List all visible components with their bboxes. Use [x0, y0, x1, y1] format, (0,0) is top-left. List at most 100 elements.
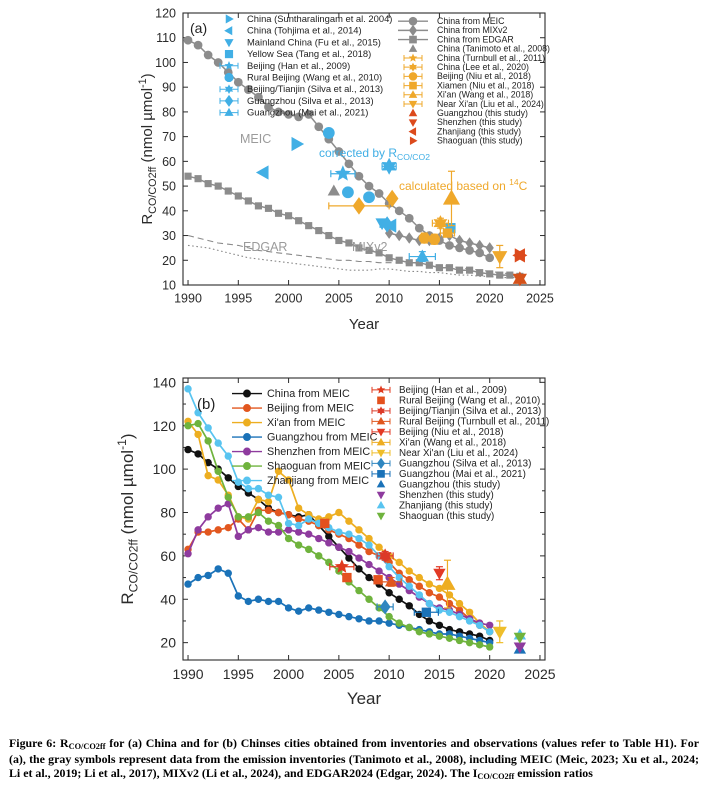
legend-entry-china-from-edgar: China from EDGAR: [398, 34, 514, 44]
y-tick-label: 80: [162, 105, 176, 119]
x-tick-label: 2015: [426, 292, 454, 306]
legend-entry-china-turnbull-et-al-2011: China (Turnbull et al., 2011): [403, 53, 545, 63]
legend-label: Zhanjiang from MEIC: [267, 475, 369, 487]
obs-rural-beijing-wang-et-al-2010: [322, 127, 375, 204]
obs-beijing-han-et-al-2009: [330, 165, 356, 181]
legend-entry-beijing-han-et-al-2009: Beijing (Han et al., 2009): [371, 385, 507, 396]
legend-label: China from EDGAR: [437, 34, 514, 44]
legend-label: Rural Beijing (Wang et al., 2010): [247, 72, 382, 83]
legend-label: Xi'an (Wang et al., 2018): [399, 438, 506, 449]
legend-a-left: China (Suntharalingam et al. 2004)China …: [219, 13, 392, 118]
legend-entry-zhanjiang-from-meic: Zhanjiang from MEIC: [232, 475, 369, 487]
legend-entry-shaoguan-this-study: Shaoguan (this study): [376, 511, 494, 522]
legend-label: Mainland China (Fu et al., 2015): [247, 36, 381, 47]
legend-label: Beijing (Han et al., 2009): [399, 385, 507, 396]
axes-box-a: [182, 12, 546, 286]
legend-label: Xi'an (Wang et al., 2018): [437, 90, 533, 100]
legend-label: China from MEIC: [437, 16, 505, 26]
legend-label: Zhanjiang (this study): [437, 126, 521, 136]
caption-segment: CO/CO2ff: [68, 742, 106, 751]
y-tick-label: 20: [162, 254, 176, 268]
legend-label: Guangzhou (Silva et al., 2013): [247, 95, 374, 106]
y-tick-label: 90: [162, 81, 176, 95]
caption-segment: CO/CO2ff: [477, 771, 515, 781]
x-tick-label: 2025: [526, 292, 554, 306]
obs-beijing-han-et-al-2009: [329, 559, 355, 573]
x-tick-label: 1990: [172, 666, 203, 682]
x-tick-label: 1995: [223, 666, 254, 682]
y-tick-label: 20: [160, 635, 176, 651]
obs-xi-an-wang-et-al-2018: [442, 170, 461, 227]
obs-shenzhen-this-study: [512, 273, 527, 287]
y-axis-label-a: RCO/CO2ff (nmol µmol-1): [137, 73, 159, 224]
figure-charts: 1990 1995 2000 2005 2010 2015 2020 2025 10 20 30 40…: [115, 7, 556, 709]
legend-label: Shenzhen from MEIC: [267, 446, 370, 458]
legend-entry-china-lee-et-al-2020: China (Lee et al., 2020): [403, 62, 529, 72]
legend-label: Guangzhou (this study): [399, 480, 500, 491]
legend-entry-beijing-from-meic: Beijing from MEIC: [232, 403, 354, 415]
obs-guangzhou-mai-et-al-2021: [413, 607, 440, 617]
legend-label: Shaoguan (this study): [399, 511, 494, 522]
legend-entry-china-tohjima-et-al-2014: China (Tohjima et al., 2014): [224, 25, 362, 36]
y-axis-label-b: RCO/CO2ff (nmol µmol-1): [115, 433, 140, 604]
x-tick-label: 2010: [374, 666, 405, 682]
legend-label: Rural Beijing (Turnbull et al., 2011): [399, 417, 549, 428]
y-tick-label: 40: [162, 204, 176, 218]
annotation: corrected by RCO/CO2: [319, 146, 430, 162]
legend-label: Beijing from MEIC: [267, 403, 354, 415]
x-tick-label: 1990: [174, 292, 202, 306]
y-tick-label: 110: [156, 31, 176, 45]
x-tick-label: 2025: [524, 666, 555, 682]
series-unlabeled-dotted-inventory-line: [187, 244, 520, 279]
legend-label: Yellow Sea (Tang et al., 2018): [247, 48, 371, 59]
obs-beijing-tianjin-silva-et-al-2013: [376, 548, 394, 564]
legend-label: Guangzhou (Mai et al., 2021): [247, 107, 368, 118]
caption-segment: emission ratios: [514, 765, 593, 780]
x-axis-label-b: Year: [347, 689, 382, 708]
legend-b-left: China from MEIC Beijing from MEIC Xi'an fr…: [232, 388, 378, 487]
obs-china-suntharalingam-et-al-2004: [291, 136, 305, 152]
legend-label: Guangzhou (Mai et al., 2021): [399, 469, 526, 480]
axes-box-b: [182, 377, 546, 661]
legend-label: Xiamen (Niu et al., 2018): [437, 80, 534, 90]
legend-label: Guangzhou from MEIC: [267, 432, 378, 444]
obs-shaoguan-this-study: [513, 632, 527, 644]
legend-label: Guangzhou (this study): [437, 108, 528, 118]
obs-xi-an-wang-et-al-2018: [439, 559, 456, 609]
obs-shenzhen-this-study: [513, 642, 527, 654]
legend-entry-shenzhen-this-study: Shenzhen (this study): [376, 490, 494, 501]
legend-entry-shenzhen-from-meic: Shenzhen from MEIC: [232, 446, 370, 458]
legend-label: China (Tohjima et al., 2014): [247, 25, 362, 36]
legend-entry-china-from-meic: China from MEIC: [232, 388, 350, 400]
y-tick-label: 70: [162, 130, 176, 144]
legend-entry-guangzhou-this-study: Guangzhou (this study): [408, 108, 528, 118]
obs-near-xi-an-liu-et-al-2024: [492, 244, 508, 269]
y-tick-label: 100: [155, 56, 176, 70]
legend-label: China (Suntharalingam et al. 2004): [247, 13, 392, 24]
legend-entry-guangzhou-from-meic: Guangzhou from MEIC: [232, 432, 378, 444]
x-tick-label: 2000: [273, 666, 304, 682]
y-tick-label: 120: [155, 7, 176, 21]
legend-label: Shenzhen (this study): [437, 117, 522, 127]
y-tick-label: 60: [160, 548, 176, 564]
y-tick-label: 60: [162, 155, 176, 169]
legend-entry-china-from-mixv2: China from MIXv2: [398, 24, 508, 37]
x-tick-label: 2010: [375, 292, 403, 306]
annotation: calculated based on 14C: [399, 177, 528, 193]
legend-entry-near-xi-an-liu-et-al-2024: Near Xi'an (Liu et al., 2024): [371, 448, 518, 459]
figure-caption: Figure 6: RCO/CO2ff for (a) China and fo…: [0, 734, 708, 783]
tick-labels-a: 1990 1995 2000 2005 2010 2015 2020 2025 10 20 30 40…: [155, 7, 554, 306]
legend-entry-beijing-tianjin-silva-et-al-2013: Beijing/Tianjin (Silva et al., 2013): [219, 83, 383, 94]
legend-label: Beijing (Han et al., 2009): [247, 60, 350, 71]
y-tick-label: 40: [160, 591, 176, 607]
x-tick-label: 2015: [424, 666, 455, 682]
legend-entry-guangzhou-mai-et-al-2021: Guangzhou (Mai et al., 2021): [371, 469, 526, 480]
legend-entry-china-tanimoto-et-al-2008: China (Tanimoto et al., 2008): [408, 44, 550, 54]
legend-label: Zhanjiang (this study): [399, 501, 493, 512]
legend-label: Near Xi'an (Liu et al., 2024): [399, 448, 518, 459]
obs-guangzhou-silva-et-al-2013: [376, 599, 394, 615]
legend-entry-xi-an-wang-et-al-2018: Xi'an (Wang et al., 2018): [403, 90, 533, 100]
legend-label: China (Tanimoto et al., 2008): [437, 44, 550, 54]
